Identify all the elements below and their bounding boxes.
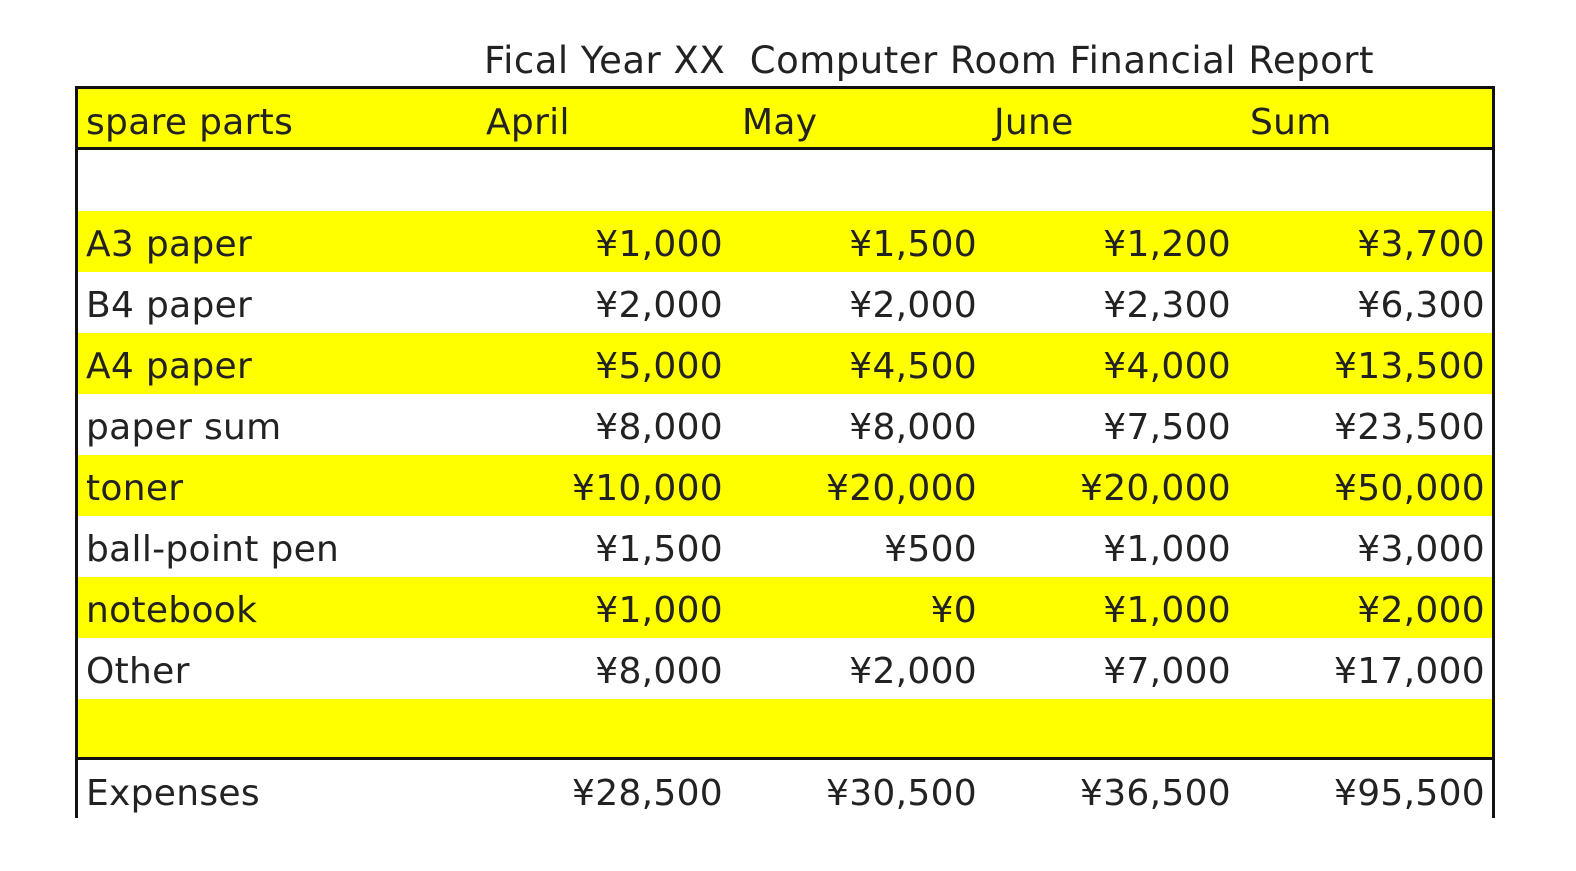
total-may: ¥30,500 bbox=[826, 773, 977, 814]
table-row: A4 paper ¥5,000 ¥4,500 ¥4,000 ¥13,500 bbox=[78, 333, 1492, 394]
cell-june: ¥7,500 bbox=[1103, 407, 1231, 448]
header-may: May bbox=[742, 102, 818, 143]
row-label: notebook bbox=[86, 590, 258, 631]
cell-may: ¥2,000 bbox=[849, 651, 977, 692]
table-row: paper sum ¥8,000 ¥8,000 ¥7,500 ¥23,500 bbox=[78, 394, 1492, 455]
cell-may: ¥2,000 bbox=[849, 285, 977, 326]
cell-april: ¥2,000 bbox=[595, 285, 723, 326]
row-label: B4 paper bbox=[86, 285, 253, 326]
cell-april: ¥5,000 bbox=[595, 346, 723, 387]
cell-june: ¥1,200 bbox=[1103, 224, 1231, 265]
cell-sum: ¥6,300 bbox=[1357, 285, 1485, 326]
row-label: A4 paper bbox=[86, 346, 253, 387]
cell-sum: ¥17,000 bbox=[1334, 651, 1485, 692]
cell-april: ¥10,000 bbox=[572, 468, 723, 509]
header-sum: Sum bbox=[1250, 102, 1332, 143]
table-row: A3 paper ¥1,000 ¥1,500 ¥1,200 ¥3,700 bbox=[78, 211, 1492, 272]
table-row: ball-point pen ¥1,500 ¥500 ¥1,000 ¥3,000 bbox=[78, 516, 1492, 577]
financial-report-table: spare parts April May June Sum A3 paper … bbox=[75, 86, 1495, 818]
cell-may: ¥20,000 bbox=[826, 468, 977, 509]
table-row: toner ¥10,000 ¥20,000 ¥20,000 ¥50,000 bbox=[78, 455, 1492, 516]
cell-june: ¥1,000 bbox=[1103, 590, 1231, 631]
row-label bbox=[86, 699, 486, 760]
cell-may: ¥4,500 bbox=[849, 346, 977, 387]
row-label: toner bbox=[86, 468, 184, 509]
total-june: ¥36,500 bbox=[1080, 773, 1231, 814]
total-label: Expenses bbox=[86, 773, 260, 814]
table-row: notebook ¥1,000 ¥0 ¥1,000 ¥2,000 bbox=[78, 577, 1492, 638]
cell-may: ¥1,500 bbox=[849, 224, 977, 265]
row-label: A3 paper bbox=[86, 224, 253, 265]
cell-june: ¥7,000 bbox=[1103, 651, 1231, 692]
table-row: B4 paper ¥2,000 ¥2,000 ¥2,300 ¥6,300 bbox=[78, 272, 1492, 333]
cell-june: ¥4,000 bbox=[1103, 346, 1231, 387]
cell-sum: ¥3,000 bbox=[1357, 529, 1485, 570]
cell-may: ¥8,000 bbox=[849, 407, 977, 448]
header-spare-parts: spare parts bbox=[86, 102, 294, 143]
row-label: Other bbox=[86, 651, 190, 692]
cell-april: ¥1,000 bbox=[595, 590, 723, 631]
row-label: paper sum bbox=[86, 407, 282, 448]
expenses-total-row: Expenses ¥28,500 ¥30,500 ¥36,500 ¥95,500 bbox=[78, 757, 1492, 818]
row-label: ball-point pen bbox=[86, 529, 340, 570]
cell-april: ¥1,500 bbox=[595, 529, 723, 570]
cell-sum: ¥23,500 bbox=[1334, 407, 1485, 448]
cell-april: ¥8,000 bbox=[595, 651, 723, 692]
cell-sum: ¥3,700 bbox=[1357, 224, 1485, 265]
header-june: June bbox=[994, 102, 1074, 143]
header-april: April bbox=[486, 102, 570, 143]
report-title: Fical Year XX Computer Room Financial Re… bbox=[484, 39, 1374, 82]
table-row-blank-bottom bbox=[78, 699, 1492, 760]
table-row: Other ¥8,000 ¥2,000 ¥7,000 ¥17,000 bbox=[78, 638, 1492, 699]
header-row: spare parts April May June Sum bbox=[78, 89, 1492, 150]
cell-may: ¥500 bbox=[884, 529, 977, 570]
cell-june: ¥20,000 bbox=[1080, 468, 1231, 509]
cell-sum: ¥13,500 bbox=[1334, 346, 1485, 387]
cell-april: ¥8,000 bbox=[595, 407, 723, 448]
cell-may: ¥0 bbox=[930, 590, 977, 631]
total-sum: ¥95,500 bbox=[1334, 773, 1485, 814]
table-row-blank-top bbox=[78, 150, 1492, 211]
cell-sum: ¥2,000 bbox=[1357, 590, 1485, 631]
cell-june: ¥1,000 bbox=[1103, 529, 1231, 570]
cell-sum: ¥50,000 bbox=[1334, 468, 1485, 509]
row-label bbox=[86, 150, 486, 211]
total-april: ¥28,500 bbox=[572, 773, 723, 814]
cell-april: ¥1,000 bbox=[595, 224, 723, 265]
cell-june: ¥2,300 bbox=[1103, 285, 1231, 326]
